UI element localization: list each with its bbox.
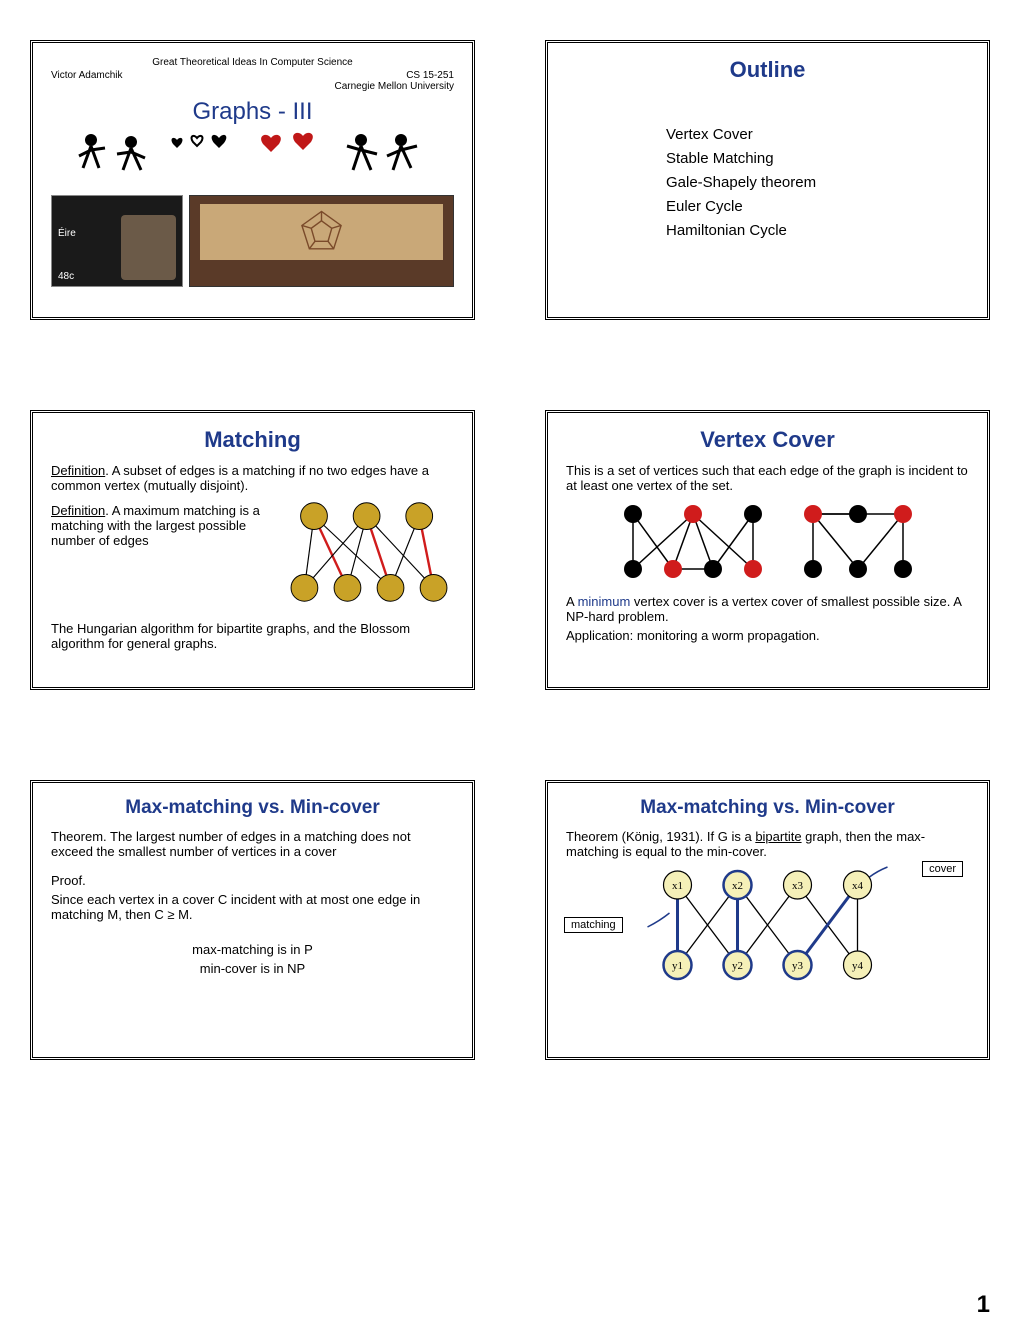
slide-vertex-cover: Vertex Cover This is a set of vertices s… (545, 410, 990, 690)
slide3-title: Matching (51, 427, 454, 453)
stamp-portrait (121, 215, 176, 280)
course-code: CS 15-251 (406, 70, 454, 81)
svg-text:y3: y3 (792, 960, 804, 972)
slide-title-graphs: Great Theoretical Ideas In Computer Scie… (30, 40, 475, 320)
course-header: Great Theoretical Ideas In Computer Scie… (51, 57, 454, 68)
svg-text:y2: y2 (732, 960, 743, 972)
stamp-country: Éire (58, 228, 76, 239)
slide2-title: Outline (566, 57, 969, 83)
s5-proof: Since each vertex in a cover C incident … (51, 892, 454, 922)
slide1-title: Graphs - III (51, 98, 454, 126)
vc-graph-right (798, 499, 918, 584)
vc-def: This is a set of vertices such that each… (566, 463, 969, 493)
vc-min: A minimum vertex cover is a vertex cover… (566, 594, 969, 624)
slide6-title: Max-matching vs. Min-cover (566, 797, 969, 819)
page-number: 1 (977, 1291, 990, 1319)
svg-text:x1: x1 (672, 880, 683, 892)
svg-text:y4: y4 (852, 960, 864, 972)
s5-l2: min-cover is in NP (51, 961, 454, 976)
outline-item: Gale-Shapely theorem (666, 171, 969, 195)
dancers-art (61, 128, 441, 186)
stamp-price: 48c (58, 271, 74, 282)
course-tag: Great Theoretical Ideas In Computer Scie… (152, 57, 352, 68)
svg-text:x2: x2 (732, 880, 743, 892)
outline-item: Vertex Cover (666, 123, 969, 147)
slide5-title: Max-matching vs. Min-cover (51, 797, 454, 819)
matching-def2: Definition. A maximum matching is a matc… (51, 503, 268, 548)
outline-list: Vertex Cover Stable Matching Gale-Shapel… (666, 123, 969, 243)
author: Victor Adamchik (51, 70, 123, 81)
s5-theorem: Theorem. The largest number of edges in … (51, 829, 454, 859)
s5-proof-h: Proof. (51, 873, 454, 888)
tag-match: matching (564, 917, 623, 933)
dodecahedron-icon (200, 204, 443, 260)
slide-outline: Outline Vertex Cover Stable Matching Gal… (545, 40, 990, 320)
s5-l1: max-matching is in P (51, 942, 454, 957)
icosian-game (189, 195, 454, 287)
matching-algos: The Hungarian algorithm for bipartite gr… (51, 621, 454, 651)
outline-item: Euler Cycle (666, 195, 969, 219)
university: Carnegie Mellon University (335, 81, 455, 92)
tag-cover: cover (922, 861, 963, 877)
hamilton-stamp: Éire 48c (51, 195, 183, 287)
svg-text:y1: y1 (672, 960, 683, 972)
outline-item: Hamiltonian Cycle (666, 219, 969, 243)
svg-text:x3: x3 (792, 880, 804, 892)
s6-theorem: Theorem (König, 1931). If G is a biparti… (566, 829, 969, 859)
vc-app: Application: monitoring a worm propagati… (566, 628, 969, 643)
slide-max-min-2: Max-matching vs. Min-cover Theorem (Köni… (545, 780, 990, 1060)
slide-max-min-1: Max-matching vs. Min-cover Theorem. The … (30, 780, 475, 1060)
matching-def1: Definition. A subset of edges is a match… (51, 463, 454, 493)
vc-graph-left (618, 499, 768, 584)
matching-diagram (284, 497, 454, 607)
slide4-title: Vertex Cover (566, 427, 969, 453)
outline-item: Stable Matching (666, 147, 969, 171)
svg-text:x4: x4 (852, 880, 864, 892)
slide-matching: Matching Definition. A subset of edges i… (30, 410, 475, 690)
konig-diagram: cover matching x1x2x3x4y1y2y3y4 (566, 865, 969, 995)
